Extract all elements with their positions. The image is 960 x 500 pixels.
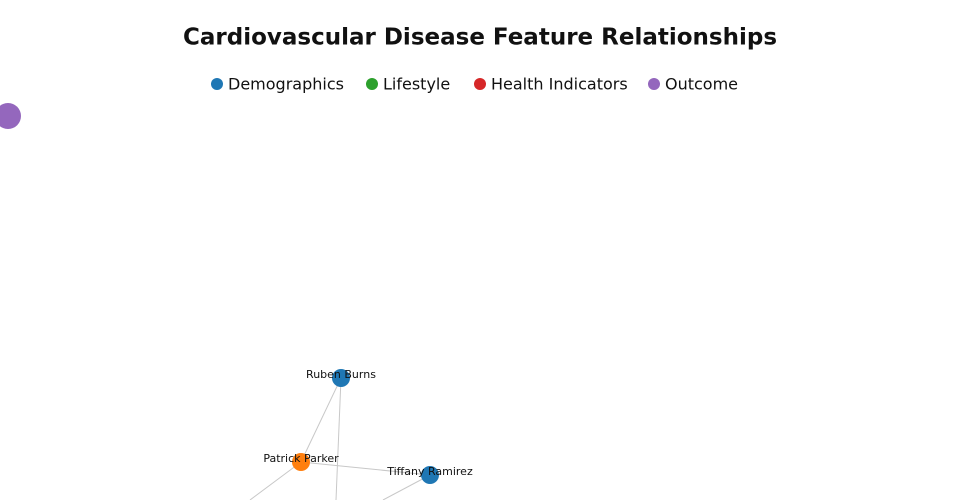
legend-label: Outcome <box>665 75 738 94</box>
node-label: Ruben Burns <box>306 368 376 381</box>
edge <box>300 377 342 463</box>
edge-stub <box>335 377 342 500</box>
offscreen-node <box>0 103 21 129</box>
nodes: Ruben Burns Patrick Parker Tiffany Ramirez <box>263 368 473 484</box>
chart-title: Cardiovascular Disease Feature Relations… <box>183 25 777 51</box>
node-label: Patrick Parker <box>263 452 339 465</box>
node-label: Tiffany Ramirez <box>386 465 473 478</box>
legend-swatch <box>211 78 223 90</box>
legend-swatch <box>366 78 378 90</box>
edge <box>300 461 431 476</box>
node <box>421 466 439 484</box>
legend-swatch <box>648 78 660 90</box>
legend: Demographics Lifestyle Health Indicators Ou… <box>211 75 738 94</box>
legend-label: Health Indicators <box>491 75 628 94</box>
node <box>292 453 310 471</box>
edge-stub <box>249 461 302 500</box>
legend-swatch <box>474 78 486 90</box>
legend-label: Demographics <box>228 75 344 94</box>
node <box>332 369 350 387</box>
edges <box>300 377 431 476</box>
legend-label: Lifestyle <box>383 75 450 94</box>
